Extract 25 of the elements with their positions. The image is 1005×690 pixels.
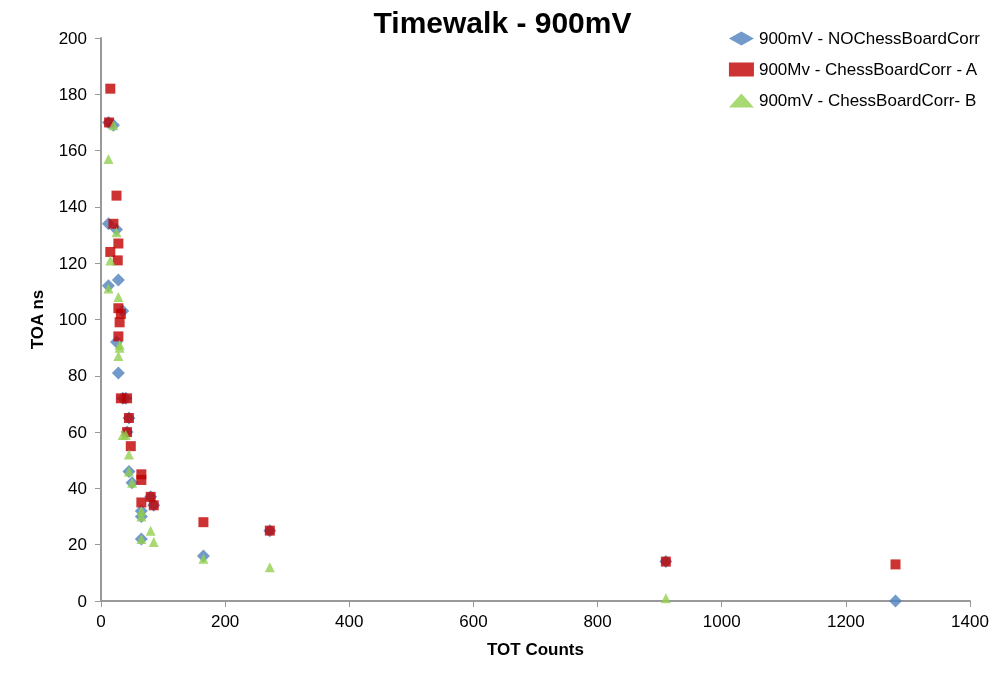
y-tick-label: 100 [58,310,87,329]
x-tick-label: 0 [96,612,106,631]
y-tick-label: 60 [68,422,87,442]
x-tick-label: 800 [583,612,612,631]
x-axis-title: TOT Counts [487,640,584,659]
x-tick-label: 200 [210,612,240,631]
y-tick-label: 180 [58,84,87,104]
y-tick-label: 40 [68,478,87,498]
y-axis-title: TOA ns [28,289,47,350]
legend-label: 900Mv - ChessBoardCorr - A [758,60,978,79]
y-tick-label: 140 [58,197,87,217]
y-tick-label: 120 [58,253,87,273]
x-tick-label: 1000 [702,612,741,631]
y-tick-label: 200 [58,28,87,48]
x-tick-label: 600 [459,612,488,631]
chart-title: Timewalk - 900mV [373,5,632,39]
y-tick-label: 20 [68,535,87,555]
legend-label: 900mV - NOChessBoardCorr [758,29,981,48]
x-tick-label: 1200 [826,612,865,631]
legend-label: 900mV - ChessBoardCorr- B [758,91,977,110]
y-tick-label: 160 [58,141,87,161]
x-tick-label: 1400 [951,612,989,631]
y-tick-label: 80 [68,366,87,386]
x-tick-label: 400 [335,612,364,631]
y-tick-label: 0 [77,591,87,611]
